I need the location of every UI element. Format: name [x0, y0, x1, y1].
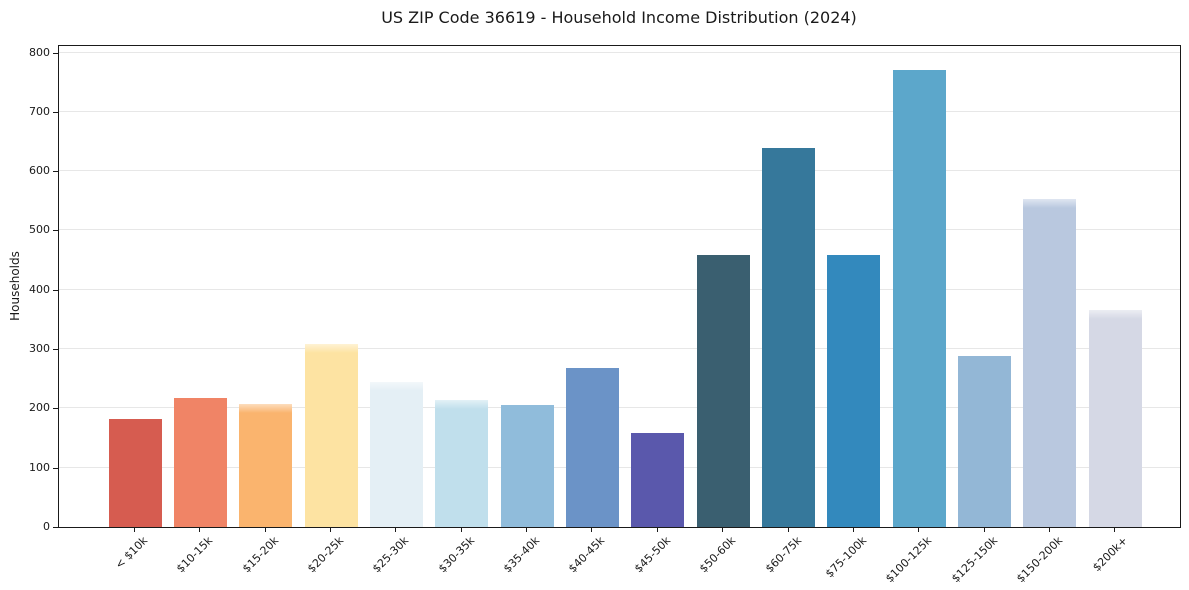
gridline-300 — [59, 348, 1180, 350]
y-tick-label-800: 800 — [29, 46, 50, 59]
y-tick-mark-500 — [53, 230, 58, 231]
x-tick-mark-7 — [591, 528, 592, 532]
y-tick-label-600: 600 — [29, 164, 50, 177]
x-tick-mark-13 — [984, 528, 985, 532]
x-tick-mark-15 — [1114, 528, 1115, 532]
x-tick-label-1: $10-15k — [173, 534, 216, 576]
gridline-100 — [59, 466, 1180, 468]
y-tick-mark-400 — [53, 290, 58, 291]
y-tick-mark-100 — [53, 468, 58, 469]
bar-45-50k — [631, 433, 684, 527]
bar-10k — [109, 419, 162, 527]
gridline-400 — [59, 288, 1180, 290]
bar-10-15k — [174, 398, 227, 527]
y-tick-label-300: 300 — [29, 342, 50, 355]
x-tick-label-6: $35-40k — [500, 534, 543, 576]
x-tick-mark-8 — [657, 528, 658, 532]
gridline-500 — [59, 229, 1180, 231]
x-tick-mark-5 — [461, 528, 462, 532]
x-tick-label-9: $50-60k — [696, 534, 739, 576]
gridline-200 — [59, 407, 1180, 409]
y-tick-mark-0 — [53, 527, 58, 528]
x-tick-mark-4 — [395, 528, 396, 532]
bar-60-75k — [762, 148, 815, 527]
x-tick-label-2: $15-20k — [239, 534, 282, 576]
y-tick-label-100: 100 — [29, 461, 50, 474]
x-tick-mark-11 — [853, 528, 854, 532]
bar-100-125k — [893, 69, 946, 527]
x-tick-label-11: $75-100k — [822, 534, 870, 581]
y-tick-label-200: 200 — [29, 401, 50, 414]
bar-40-45k — [566, 367, 619, 527]
x-tick-label-4: $25-30k — [369, 534, 412, 576]
y-tick-label-400: 400 — [29, 283, 50, 296]
x-tick-mark-6 — [526, 528, 527, 532]
y-tick-mark-300 — [53, 349, 58, 350]
x-tick-label-8: $45-50k — [631, 534, 674, 576]
bar-125-150k — [958, 355, 1011, 527]
gridline-700 — [59, 110, 1180, 112]
x-tick-label-13: $125-150k — [949, 534, 1001, 586]
x-tick-label-12: $100-125k — [883, 534, 935, 586]
x-tick-label-5: $30-35k — [435, 534, 478, 576]
y-tick-mark-600 — [53, 171, 58, 172]
bar-50-60k — [697, 255, 750, 527]
bar-20-25k — [305, 344, 358, 527]
x-tick-mark-9 — [722, 528, 723, 532]
bar-25-30k — [370, 381, 423, 527]
bar-75-100k — [827, 255, 880, 527]
x-tick-mark-3 — [330, 528, 331, 532]
bar-30-35k — [435, 399, 488, 527]
chart-title: US ZIP Code 36619 - Household Income Dis… — [381, 8, 857, 27]
x-tick-label-14: $150-200k — [1014, 534, 1066, 586]
x-tick-label-10: $60-75k — [762, 534, 805, 576]
bar-200k — [1089, 309, 1142, 527]
x-tick-label-7: $40-45k — [565, 534, 608, 576]
x-tick-mark-14 — [1049, 528, 1050, 532]
gridline-800 — [59, 51, 1180, 53]
bar-150-200k — [1023, 199, 1076, 527]
y-tick-mark-700 — [53, 112, 58, 113]
x-tick-mark-0 — [134, 528, 135, 532]
y-tick-mark-200 — [53, 408, 58, 409]
x-tick-label-15: $200k+ — [1090, 534, 1131, 575]
x-tick-mark-2 — [265, 528, 266, 532]
gridline-600 — [59, 170, 1180, 172]
bar-15-20k — [239, 404, 292, 527]
y-tick-label-0: 0 — [43, 520, 50, 533]
plot-area — [58, 45, 1181, 528]
y-tick-label-500: 500 — [29, 223, 50, 236]
x-tick-label-0: < $10k — [112, 534, 151, 572]
y-tick-mark-800 — [53, 53, 58, 54]
bar-35-40k — [501, 405, 554, 527]
x-tick-mark-1 — [199, 528, 200, 532]
x-tick-mark-12 — [918, 528, 919, 532]
y-tick-label-700: 700 — [29, 105, 50, 118]
x-tick-mark-10 — [788, 528, 789, 532]
x-tick-label-3: $20-25k — [304, 534, 347, 576]
